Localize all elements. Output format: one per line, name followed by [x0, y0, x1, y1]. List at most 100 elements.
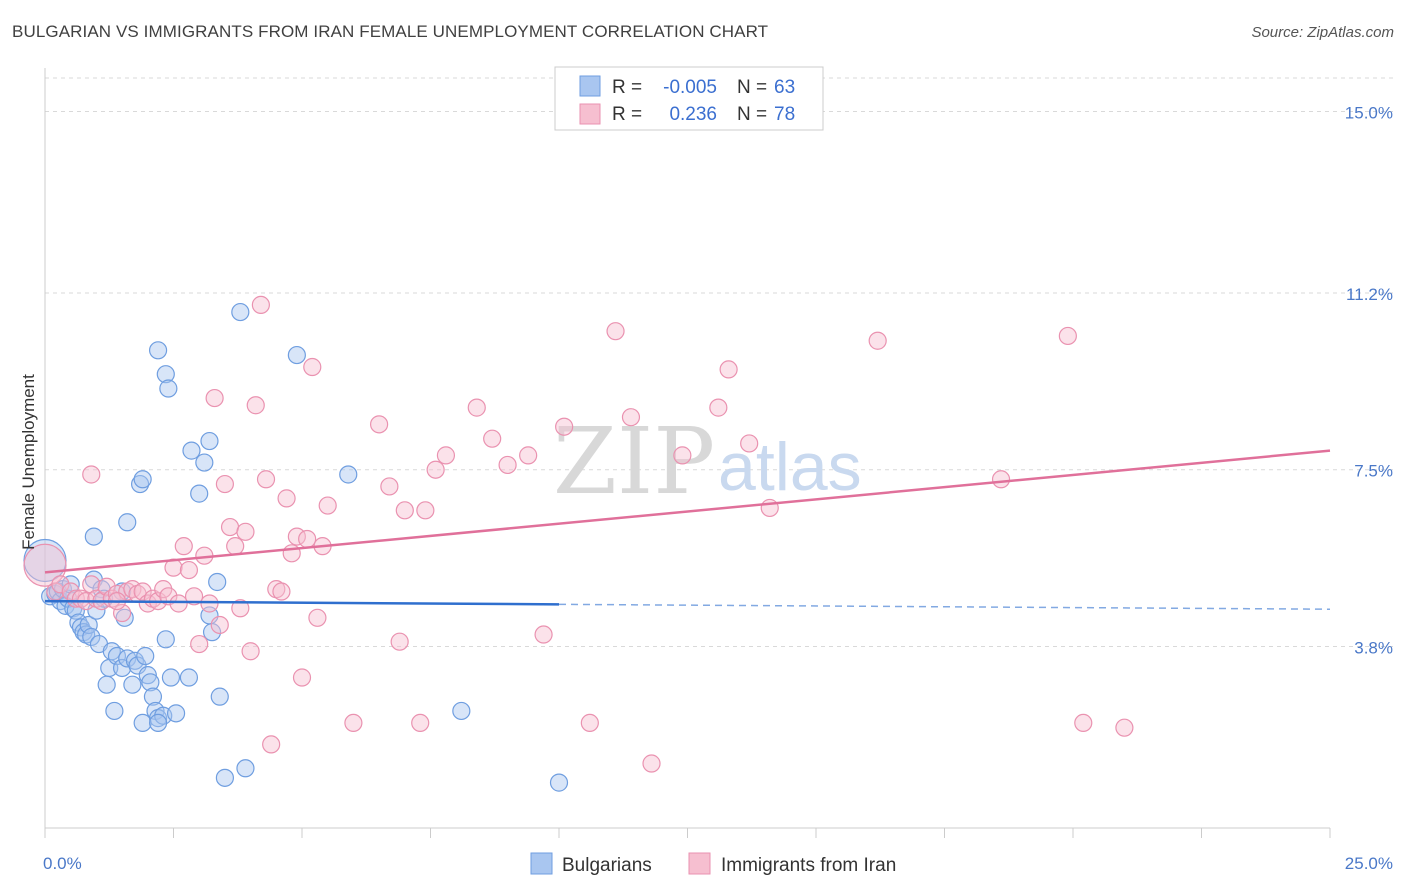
point-iran	[174, 537, 193, 556]
point-bulgarians	[236, 759, 255, 778]
point-bulgarians	[452, 701, 471, 721]
y-tick-label: 3.8%	[1354, 638, 1393, 657]
point-iran	[226, 537, 245, 556]
point-iran	[246, 396, 265, 415]
point-iran	[390, 632, 409, 651]
point-bulgarians	[339, 465, 358, 484]
point-iran	[112, 603, 132, 623]
point-iran	[169, 594, 188, 613]
legend-swatch-bulgarians	[579, 75, 601, 97]
legend-r-label-2: R =	[612, 104, 642, 125]
y-tick-label: 15.0%	[1345, 103, 1393, 122]
point-iran	[184, 587, 204, 606]
point-iran	[97, 577, 116, 596]
point-iran	[277, 489, 296, 508]
point-bulgarians	[215, 768, 234, 787]
point-bulgarians	[210, 687, 229, 706]
series-iran	[23, 295, 1134, 773]
point-bulgarians	[141, 673, 160, 692]
point-iran	[231, 599, 250, 618]
point-iran	[344, 713, 363, 733]
legend-r-value-1: -0.005	[663, 77, 717, 98]
point-iran	[555, 417, 574, 436]
legend-n-label-2: N =	[737, 104, 767, 125]
point-bulgarians	[190, 484, 209, 503]
point-iran	[215, 474, 234, 494]
bottom-legend-iran: Immigrants from Iran	[721, 855, 896, 876]
point-bulgarians	[82, 627, 101, 647]
point-iran	[380, 477, 399, 496]
point-iran	[411, 713, 430, 733]
trend-line-dashed-bulgarians	[558, 603, 1331, 610]
point-iran	[236, 522, 255, 541]
point-iran	[426, 460, 445, 479]
point-bulgarians	[208, 572, 227, 592]
point-iran	[241, 642, 260, 661]
point-bulgarians	[200, 431, 219, 451]
point-bulgarians	[161, 668, 181, 687]
point-iran	[483, 429, 502, 448]
point-iran	[395, 501, 414, 520]
point-iran	[467, 398, 486, 417]
legend-n-value-2: 78	[774, 104, 795, 125]
point-iran	[642, 754, 661, 773]
bottom-swatch-bulgarians	[530, 852, 553, 875]
trend-layer	[44, 449, 1331, 610]
trend-line-bulgarians	[44, 599, 560, 606]
point-bulgarians	[118, 513, 137, 532]
x-tick-label-min: 0.0%	[43, 854, 82, 873]
point-bulgarians	[148, 341, 168, 360]
point-iran	[303, 357, 322, 377]
axis-layer: 3.8% 7.5% 11.2% 15.0% 0.0% 25.0%	[43, 68, 1393, 873]
point-bulgarians	[133, 470, 152, 489]
point-bulgarians	[61, 575, 80, 594]
point-iran	[719, 360, 738, 379]
point-bulgarians	[195, 453, 214, 472]
point-iran	[1058, 326, 1077, 346]
point-iran	[673, 446, 692, 465]
point-iran	[133, 582, 152, 601]
point-bulgarians	[231, 302, 250, 322]
point-bulgarians	[182, 441, 201, 460]
x-tick-label-max: 25.0%	[1345, 854, 1393, 873]
point-iran	[190, 634, 209, 654]
point-bulgarians	[179, 668, 199, 687]
y-tick-label: 11.2%	[1346, 285, 1393, 304]
point-bulgarians	[138, 666, 157, 685]
point-iran	[534, 625, 553, 644]
point-iran	[1115, 718, 1134, 737]
legend-r-value-2: 0.236	[669, 104, 717, 125]
watermark-atlas: atlas	[718, 429, 862, 505]
point-bulgarians	[115, 608, 134, 627]
point-iran	[709, 398, 728, 417]
y-tick-label: 7.5%	[1354, 462, 1393, 481]
point-iran	[519, 446, 538, 465]
point-iran	[82, 465, 101, 484]
point-bulgarians	[156, 365, 175, 384]
point-iran	[308, 608, 327, 627]
point-iran	[1074, 713, 1093, 733]
point-iran	[205, 388, 224, 408]
point-iran	[580, 713, 599, 733]
point-iran	[991, 470, 1011, 489]
point-iran	[292, 668, 312, 687]
point-bulgarians	[287, 345, 306, 365]
point-bulgarians	[125, 651, 145, 670]
point-bulgarians	[159, 379, 178, 398]
bottom-legend-bulgarians: Bulgarians	[562, 855, 652, 876]
point-iran	[220, 517, 240, 537]
point-bulgarians	[79, 615, 98, 635]
point-bulgarians	[84, 527, 103, 546]
y-axis-label: Female Unemployment	[19, 374, 38, 550]
legend-n-label-1: N =	[737, 77, 767, 98]
point-iran	[251, 295, 270, 315]
point-bulgarians	[156, 630, 175, 649]
series-legend: Bulgarians Immigrants from Iran	[530, 852, 896, 876]
chart-title: BULGARIAN VS IMMIGRANTS FROM IRAN FEMALE…	[12, 22, 769, 41]
point-iran	[436, 446, 456, 465]
point-iran	[82, 575, 101, 594]
point-iran	[179, 560, 199, 580]
point-bulgarians	[136, 646, 155, 666]
large-point-iran	[23, 543, 67, 587]
points-layer	[23, 295, 1134, 792]
